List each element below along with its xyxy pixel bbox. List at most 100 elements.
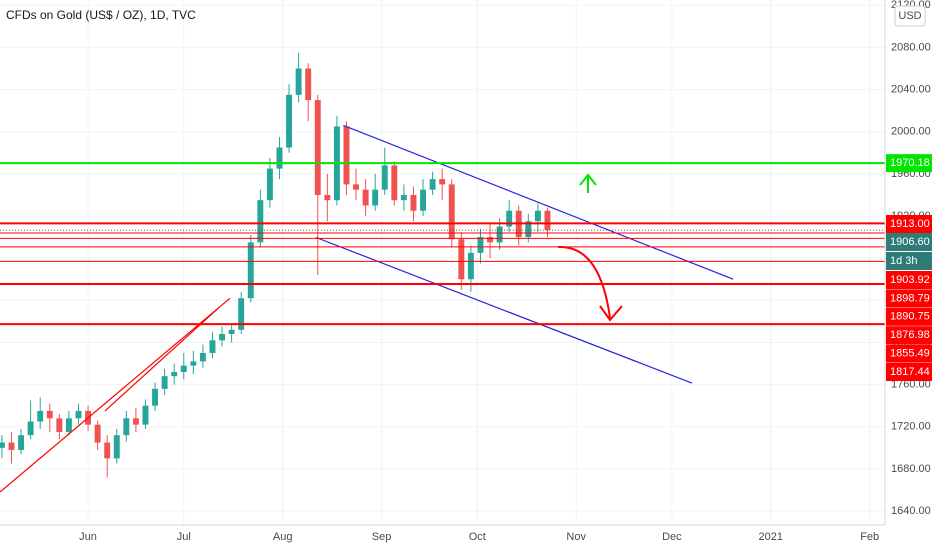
y-tick-label: 1640.00 <box>891 505 931 517</box>
x-tick-label: Jul <box>177 531 191 543</box>
grid <box>0 0 885 525</box>
candle-body <box>276 147 283 169</box>
candle-body <box>266 168 273 201</box>
trend-line <box>343 124 734 280</box>
candle-body <box>506 210 513 227</box>
x-tick-label: Dec <box>662 531 682 543</box>
candle-body <box>8 442 15 450</box>
level-label: 1876.98 <box>890 329 930 341</box>
y-tick-label: 1720.00 <box>891 421 931 433</box>
up-arrow <box>579 173 597 193</box>
x-tick-label: Aug <box>273 531 293 543</box>
y-tick-label: 1680.00 <box>891 463 931 475</box>
candle-body <box>209 340 216 353</box>
axes: 1640.001680.001720.001760.001800.001840.… <box>79 0 932 543</box>
candle-body <box>152 388 159 406</box>
candle-body <box>420 189 427 211</box>
candle-body <box>56 418 63 433</box>
candle-body <box>113 435 120 459</box>
currency: USD <box>898 10 921 22</box>
candle-body <box>247 242 254 299</box>
candle-body <box>458 239 465 280</box>
candle-body <box>295 68 302 95</box>
candle-body <box>314 100 321 195</box>
candle-body <box>525 221 532 238</box>
candle-body <box>228 329 235 335</box>
candle-body <box>65 418 72 433</box>
candle-body <box>534 210 541 222</box>
level-label: 1855.49 <box>890 348 930 360</box>
candle-body <box>0 442 5 448</box>
candle-body <box>496 226 503 243</box>
candle-body <box>142 405 149 425</box>
countdown-label: 1d 3h <box>890 255 918 267</box>
candle-body <box>544 210 551 231</box>
candle-body <box>362 189 369 206</box>
last-price-label: 1906.60 <box>890 236 930 248</box>
level-label: 1817.44 <box>890 366 930 378</box>
level-label: 1913.00 <box>890 218 930 230</box>
down-arrow <box>557 245 623 322</box>
candle-body <box>400 194 407 201</box>
x-tick-label: 2021 <box>759 531 783 543</box>
x-tick-label: Feb <box>860 531 879 543</box>
level-label: 1903.92 <box>890 274 930 286</box>
level-label-box <box>886 215 932 233</box>
candle-body <box>46 410 53 419</box>
candle-body <box>132 418 139 425</box>
y-tick-label: 2080.00 <box>891 41 931 53</box>
candle-body <box>75 410 82 419</box>
green-level-label-box <box>886 154 932 173</box>
y-tick-label: 1760.00 <box>891 378 931 390</box>
x-tick-label: Jun <box>79 531 97 543</box>
x-tick-label: Nov <box>566 531 586 543</box>
candle-body <box>353 184 360 190</box>
level-label-box <box>886 289 932 308</box>
candle-body <box>27 421 34 436</box>
level-label: 1898.79 <box>890 292 930 304</box>
candle-body <box>381 165 388 190</box>
last-price-label-box <box>886 233 932 251</box>
candle-body <box>324 194 331 201</box>
green-level-label: 1970.18 <box>890 157 930 169</box>
candle-body <box>410 194 417 211</box>
candle-body <box>286 94 293 148</box>
candle-body <box>343 126 350 185</box>
annotations <box>557 173 623 322</box>
candle-body <box>199 352 206 362</box>
candle-body <box>94 424 101 443</box>
candle-body <box>180 365 187 372</box>
candle-body <box>448 184 455 240</box>
candle-body <box>487 237 494 243</box>
candle-body <box>123 418 130 436</box>
candle-body <box>372 189 379 206</box>
trend-line <box>315 236 693 384</box>
candle-body <box>37 410 44 422</box>
x-tick-label: Oct <box>469 531 486 543</box>
level-label-box <box>886 363 932 381</box>
level-label-box <box>886 271 932 289</box>
y-tick-label: 2000.00 <box>891 126 931 138</box>
candle-body <box>257 200 264 243</box>
level-label: 1890.75 <box>890 311 930 323</box>
y-tick-label: 2040.00 <box>891 83 931 95</box>
candle-body <box>238 298 245 330</box>
candle-body <box>305 68 312 101</box>
candle-body <box>190 361 197 366</box>
level-label-box <box>886 344 932 363</box>
candle-body <box>429 179 436 190</box>
level-label-box <box>886 307 932 326</box>
candle-body <box>467 252 474 280</box>
candle-body <box>171 371 178 377</box>
marks <box>0 52 885 493</box>
candle-body <box>18 435 25 450</box>
candle-body <box>477 237 484 253</box>
candle-body <box>104 442 111 459</box>
trend-line <box>0 297 231 493</box>
chart-title: CFDs on Gold (US$ / OZ), 1D, TVC <box>6 8 196 22</box>
candle-body <box>161 376 168 389</box>
level-label-box <box>886 326 932 345</box>
candle-body <box>219 334 226 341</box>
time-axis-bg <box>0 525 932 550</box>
